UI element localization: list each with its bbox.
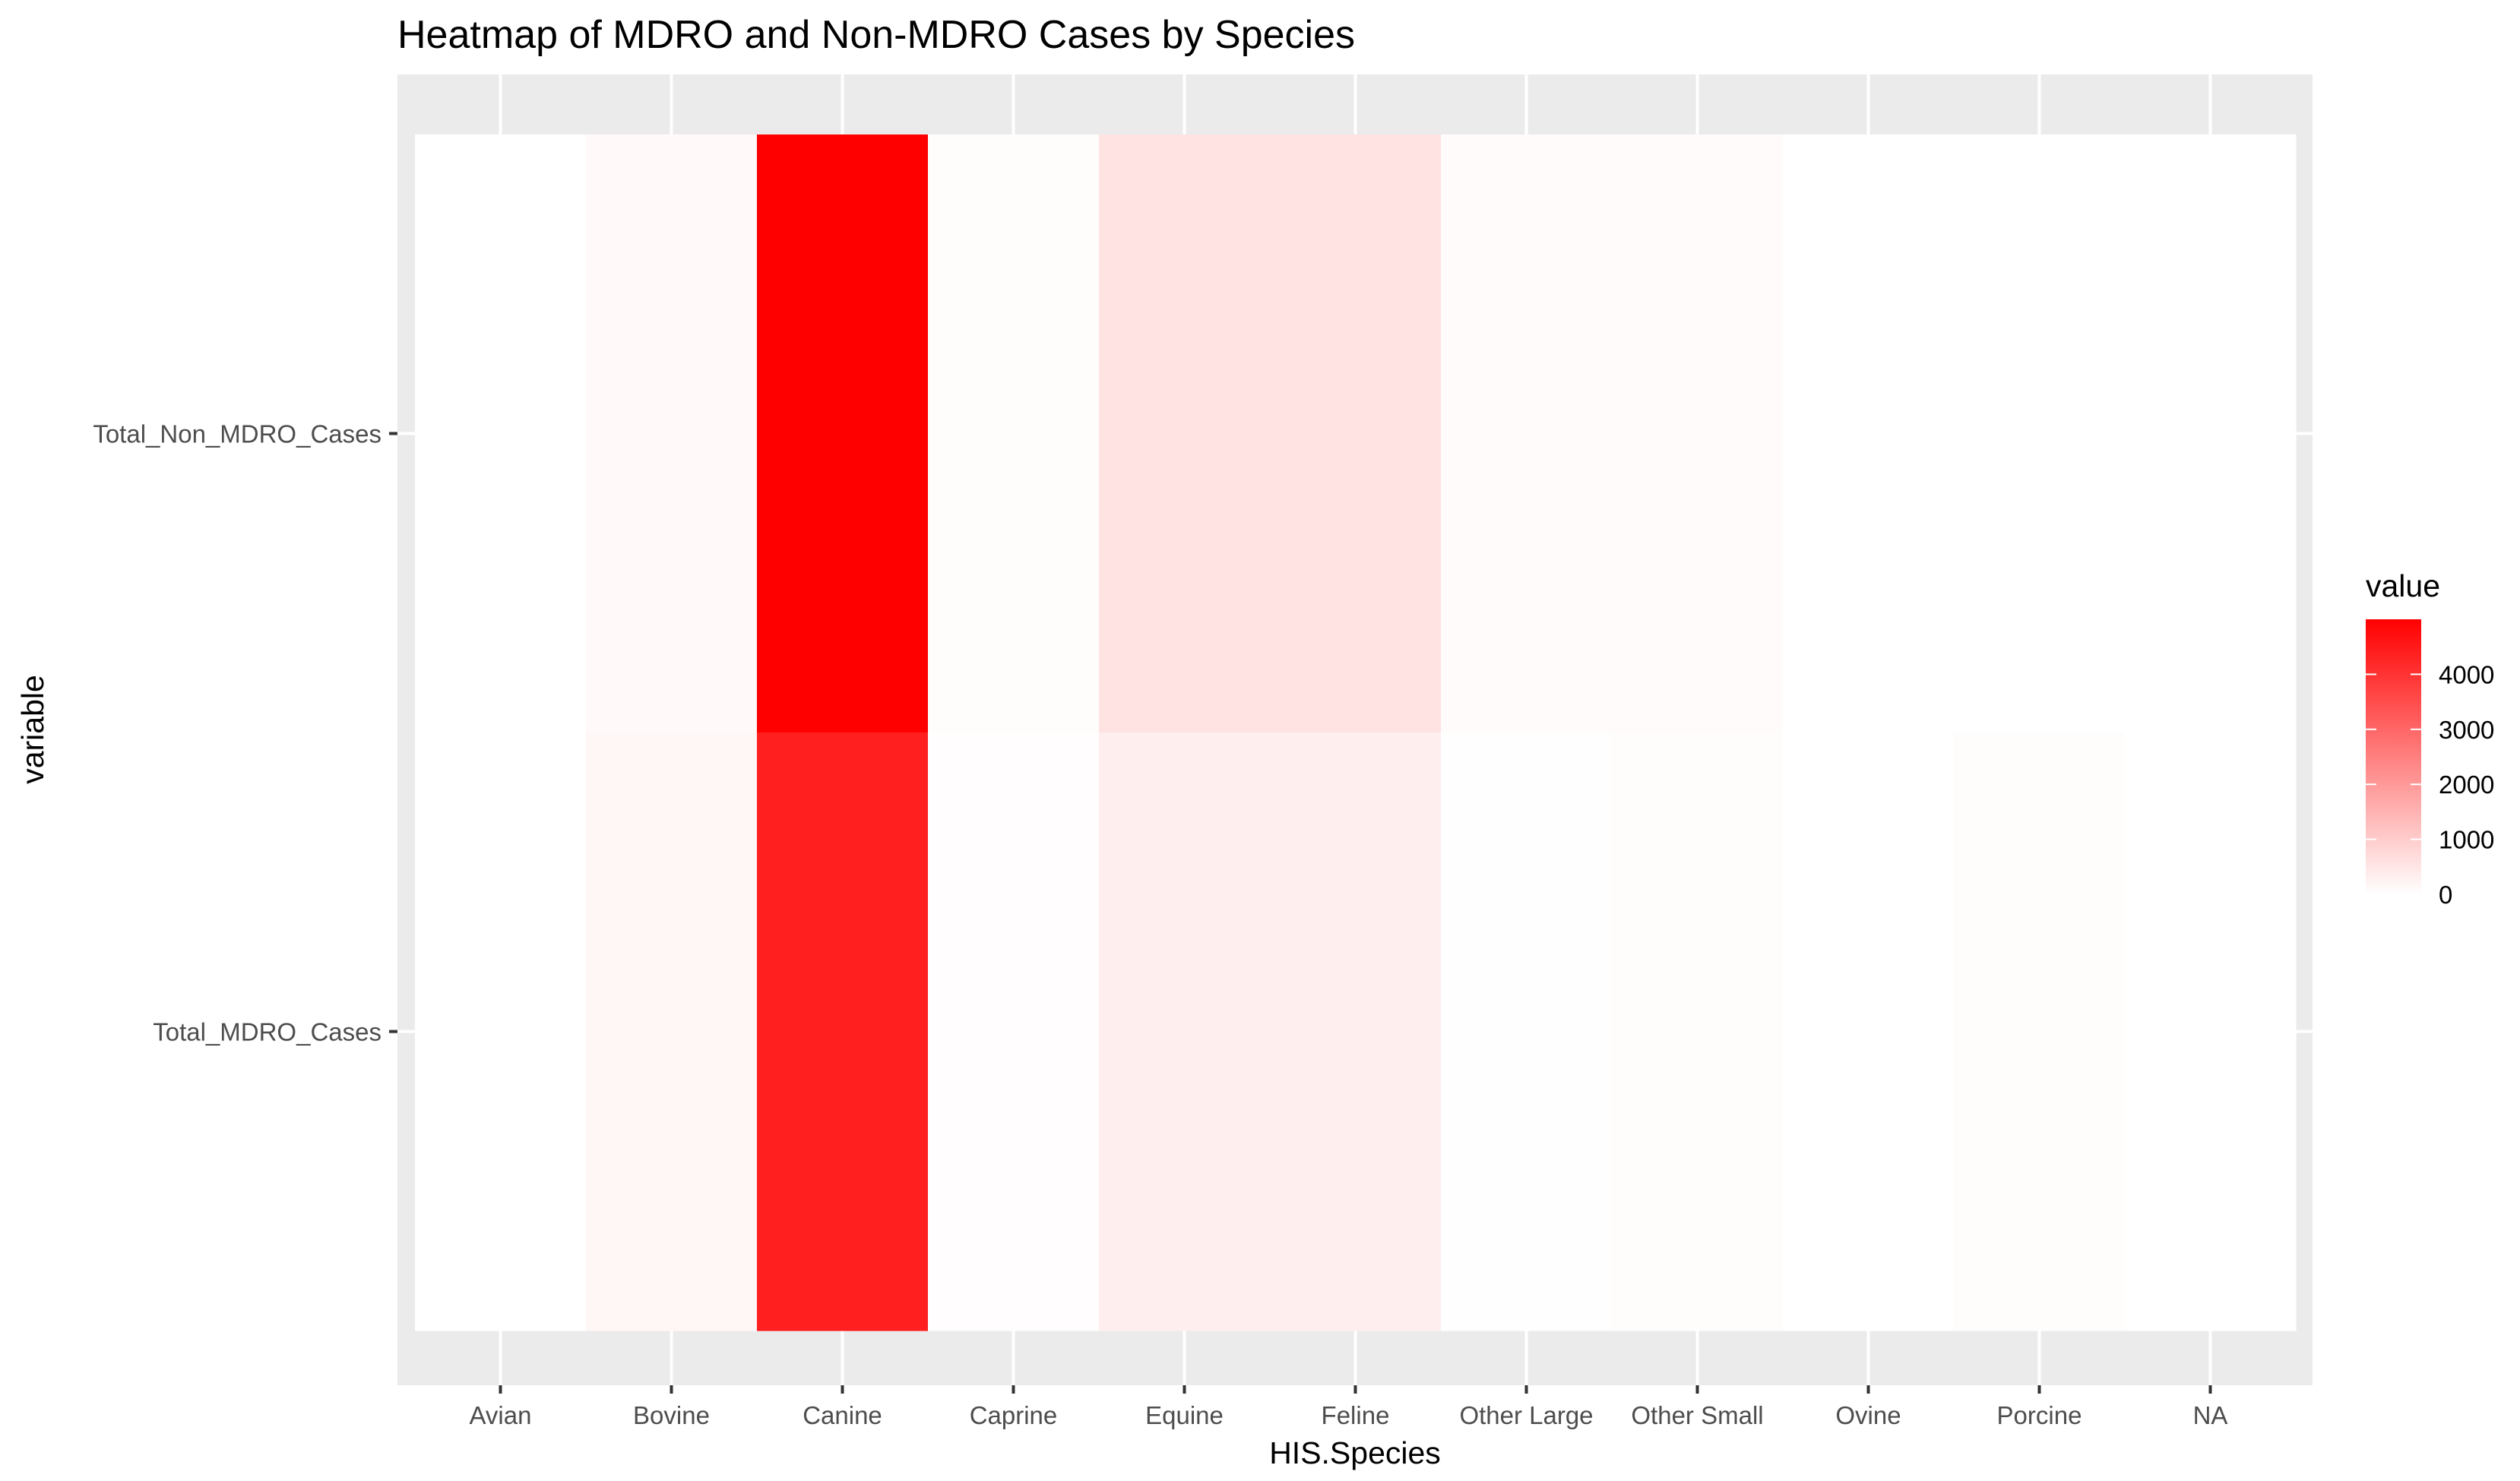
x-axis: Avian Bovine Canine Caprine Equine Feline Othe… xyxy=(470,1385,2228,1429)
heatmap-cell-avian-total-mdro-cases xyxy=(415,733,587,1331)
heatmap-cell-equine-total-non-mdro-cases xyxy=(1099,134,1271,733)
chart-title: Heatmap of MDRO and Non-MDRO Cases by Sp… xyxy=(397,13,1355,57)
heatmap-cell-porcine-total-mdro-cases xyxy=(1954,733,2126,1331)
legend-label-4000: 4000 xyxy=(2439,660,2494,688)
y-tick-label-total-non-mdro-cases: Total_Non_MDRO_Cases xyxy=(93,420,381,448)
y-axis-title: variable xyxy=(15,675,50,784)
legend-ticks: 0 1000 2000 3000 4000 xyxy=(2366,660,2494,909)
x-tick-label-other-small: Other Small xyxy=(1631,1401,1763,1429)
color-legend: value 0 1000 2000 3000 4000 xyxy=(2366,568,2494,909)
heatmap-cell-na-total-non-mdro-cases xyxy=(2125,134,2297,733)
legend-title: value xyxy=(2366,568,2440,603)
x-tick-label-caprine: Caprine xyxy=(970,1401,1058,1429)
heatmap-cells xyxy=(415,134,2297,1331)
x-tick-label-ovine: Ovine xyxy=(1835,1401,1901,1429)
heatmap-cell-porcine-total-non-mdro-cases xyxy=(1954,134,2126,733)
x-axis-title: HIS.Species xyxy=(1269,1435,1441,1470)
heatmap-cell-other-small-total-mdro-cases xyxy=(1612,733,1784,1331)
heatmap-cell-canine-total-mdro-cases xyxy=(757,733,929,1331)
legend-label-0: 0 xyxy=(2439,881,2452,909)
x-tick-label-equine: Equine xyxy=(1145,1401,1224,1429)
legend-label-3000: 3000 xyxy=(2439,716,2494,744)
legend-label-2000: 2000 xyxy=(2439,771,2494,799)
x-tick-label-feline: Feline xyxy=(1322,1401,1390,1429)
heatmap-cell-na-total-mdro-cases xyxy=(2125,733,2297,1331)
heatmap-cell-bovine-total-non-mdro-cases xyxy=(586,134,758,733)
x-tick-label-other-large: Other Large xyxy=(1459,1401,1593,1429)
heatmap-cell-bovine-total-mdro-cases xyxy=(586,733,758,1331)
x-tick-label-bovine: Bovine xyxy=(633,1401,710,1429)
heatmap-cell-ovine-total-mdro-cases xyxy=(1783,733,1955,1331)
y-axis: Total_MDRO_Cases Total_Non_MDRO_Cases xyxy=(93,420,397,1046)
x-tick-label-canine: Canine xyxy=(803,1401,882,1429)
heatmap-cell-other-small-total-non-mdro-cases xyxy=(1612,134,1784,733)
heatmap-cell-feline-total-mdro-cases xyxy=(1270,733,1442,1331)
y-tick-label-total-mdro-cases: Total_MDRO_Cases xyxy=(153,1018,381,1046)
heatmap-cell-other-large-total-mdro-cases xyxy=(1441,733,1613,1331)
heatmap-cell-caprine-total-mdro-cases xyxy=(928,733,1100,1331)
heatmap-cell-ovine-total-non-mdro-cases xyxy=(1783,134,1955,733)
x-tick-label-na: NA xyxy=(2193,1401,2228,1429)
legend-label-1000: 1000 xyxy=(2439,826,2494,854)
heatmap-cell-other-large-total-non-mdro-cases xyxy=(1441,134,1613,733)
x-tick-label-porcine: Porcine xyxy=(1997,1401,2082,1429)
heatmap-cell-caprine-total-non-mdro-cases xyxy=(928,134,1100,733)
heatmap-cell-feline-total-non-mdro-cases xyxy=(1270,134,1442,733)
x-tick-label-avian: Avian xyxy=(470,1401,532,1429)
heatmap-cell-avian-total-non-mdro-cases xyxy=(415,134,587,733)
heatmap-cell-equine-total-mdro-cases xyxy=(1099,733,1271,1331)
heatmap-cell-canine-total-non-mdro-cases xyxy=(757,134,929,733)
legend-colorbar xyxy=(2366,619,2421,894)
